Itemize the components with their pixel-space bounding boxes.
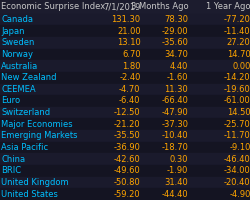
Text: -10.40: -10.40 — [161, 131, 188, 140]
Text: United States: United States — [1, 190, 58, 199]
Text: -59.20: -59.20 — [114, 190, 140, 199]
Text: -9.10: -9.10 — [228, 143, 250, 152]
Text: 21.00: 21.00 — [116, 27, 140, 36]
Text: 7/1/2019: 7/1/2019 — [103, 2, 140, 11]
Text: -42.60: -42.60 — [113, 155, 140, 164]
Text: Major Economies: Major Economies — [1, 120, 72, 129]
Text: -11.70: -11.70 — [223, 131, 250, 140]
Text: -18.70: -18.70 — [161, 143, 188, 152]
Text: -44.40: -44.40 — [161, 190, 188, 199]
Text: -25.70: -25.70 — [223, 120, 250, 129]
Text: CEEMEA: CEEMEA — [1, 85, 35, 94]
Bar — [0, 165, 250, 177]
Text: United Kingdom: United Kingdom — [1, 178, 68, 187]
Text: China: China — [1, 155, 25, 164]
Text: 0.00: 0.00 — [231, 62, 250, 71]
Text: -2.40: -2.40 — [119, 73, 140, 82]
Text: 1.80: 1.80 — [122, 62, 140, 71]
Text: -11.40: -11.40 — [223, 27, 250, 36]
Text: -37.30: -37.30 — [160, 120, 188, 129]
Text: -36.90: -36.90 — [113, 143, 140, 152]
Text: Sweden: Sweden — [1, 38, 34, 47]
Text: Switzerland: Switzerland — [1, 108, 50, 117]
Text: 14.70: 14.70 — [226, 50, 250, 59]
Text: -12.50: -12.50 — [114, 108, 140, 117]
Text: -61.00: -61.00 — [223, 96, 250, 105]
Text: 4.40: 4.40 — [169, 62, 188, 71]
Bar — [0, 118, 250, 130]
Bar — [0, 84, 250, 95]
Text: -47.90: -47.90 — [161, 108, 188, 117]
Text: 78.30: 78.30 — [164, 15, 188, 24]
Text: -34.00: -34.00 — [223, 166, 250, 175]
Text: 3 Months Ago: 3 Months Ago — [130, 2, 188, 11]
Text: BRIC: BRIC — [1, 166, 21, 175]
Text: 6.70: 6.70 — [122, 50, 140, 59]
Text: -4.70: -4.70 — [118, 85, 140, 94]
Text: 1 Year Ago: 1 Year Ago — [205, 2, 250, 11]
Text: -20.40: -20.40 — [223, 178, 250, 187]
Text: Emerging Markets: Emerging Markets — [1, 131, 77, 140]
Bar — [0, 49, 250, 60]
Text: 13.10: 13.10 — [116, 38, 140, 47]
Text: Economic Surprise Index: Economic Surprise Index — [1, 2, 105, 11]
Text: 31.40: 31.40 — [164, 178, 188, 187]
Text: -14.20: -14.20 — [223, 73, 250, 82]
Bar — [0, 188, 250, 200]
Text: -66.40: -66.40 — [161, 96, 188, 105]
Text: 11.30: 11.30 — [164, 85, 188, 94]
Text: -21.20: -21.20 — [114, 120, 140, 129]
Text: -46.40: -46.40 — [223, 155, 250, 164]
Text: -35.50: -35.50 — [113, 131, 140, 140]
Text: -19.60: -19.60 — [223, 85, 250, 94]
Bar — [0, 60, 250, 72]
Bar — [0, 25, 250, 37]
Text: 0.30: 0.30 — [169, 155, 188, 164]
Bar — [0, 130, 250, 142]
Text: Norway: Norway — [1, 50, 33, 59]
Bar — [0, 14, 250, 25]
Text: Asia Pacific: Asia Pacific — [1, 143, 48, 152]
Text: Japan: Japan — [1, 27, 24, 36]
Text: 34.70: 34.70 — [164, 50, 188, 59]
Text: -6.40: -6.40 — [118, 96, 140, 105]
Text: Euro: Euro — [1, 96, 20, 105]
Bar — [0, 37, 250, 49]
Bar — [0, 95, 250, 107]
Bar — [0, 72, 250, 84]
Text: -1.90: -1.90 — [166, 166, 188, 175]
Text: -77.20: -77.20 — [223, 15, 250, 24]
Text: New Zealand: New Zealand — [1, 73, 56, 82]
Text: 14.50: 14.50 — [226, 108, 250, 117]
Bar — [0, 177, 250, 188]
Text: -49.60: -49.60 — [113, 166, 140, 175]
Text: -29.00: -29.00 — [161, 27, 188, 36]
Bar — [0, 142, 250, 153]
Text: -35.60: -35.60 — [161, 38, 188, 47]
Bar — [0, 153, 250, 165]
Text: Canada: Canada — [1, 15, 33, 24]
Text: Australia: Australia — [1, 62, 38, 71]
Text: -4.90: -4.90 — [228, 190, 250, 199]
Text: -1.60: -1.60 — [166, 73, 188, 82]
Bar — [0, 0, 250, 14]
Text: 131.30: 131.30 — [111, 15, 140, 24]
Bar — [0, 107, 250, 118]
Text: 27.20: 27.20 — [226, 38, 250, 47]
Text: -50.80: -50.80 — [113, 178, 140, 187]
